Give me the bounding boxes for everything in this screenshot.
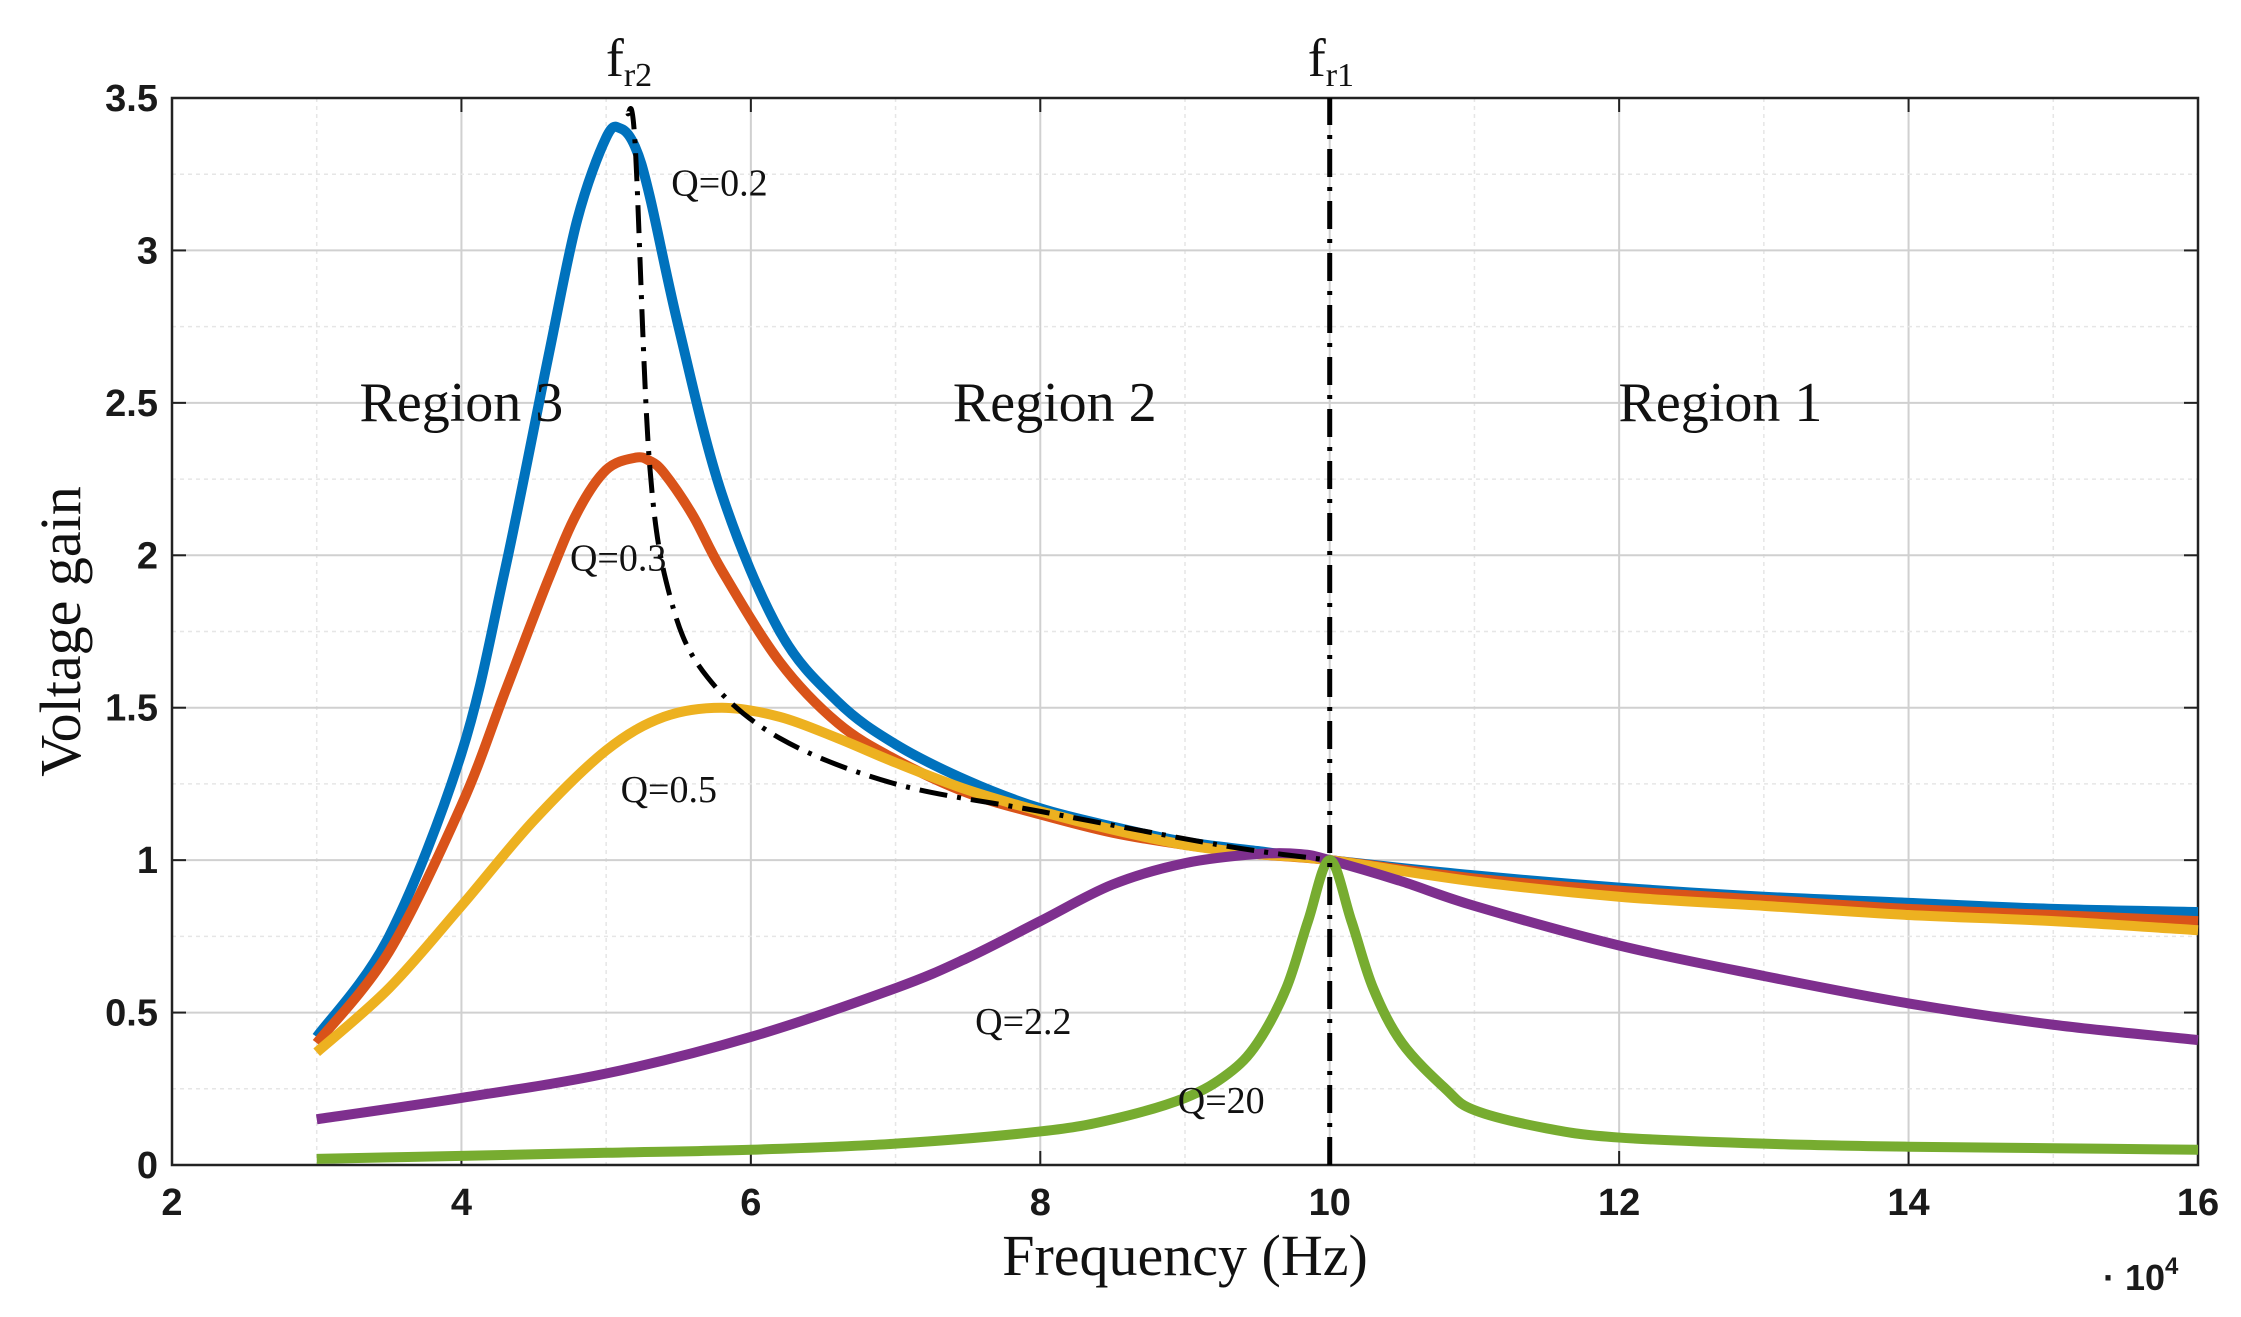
series-label-q-0-3: Q=0.3 bbox=[570, 538, 666, 580]
fr1-marker-subscript: r1 bbox=[1326, 57, 1354, 94]
series-line-q-20 bbox=[316, 855, 2199, 1164]
series-layer bbox=[312, 121, 2199, 1164]
series-label-q-20: Q=20 bbox=[1178, 1080, 1265, 1122]
x-tick-label: 14 bbox=[1887, 1182, 1929, 1224]
x-tick-label: 10 bbox=[1309, 1182, 1351, 1224]
x-tick-label: 4 bbox=[451, 1182, 472, 1224]
region-label-2: Region 2 bbox=[953, 372, 1157, 434]
peak-locus bbox=[625, 105, 1331, 863]
x-axis-title: Frequency (Hz) bbox=[1002, 1223, 1368, 1288]
fr2-marker-subscript: r2 bbox=[624, 57, 652, 94]
x-axis-multiplier-exponent: 4 bbox=[2165, 1253, 2179, 1280]
y-tick-label: 0 bbox=[137, 1145, 158, 1187]
y-tick-label: 0.5 bbox=[105, 993, 158, 1035]
y-tick-label: 2.5 bbox=[105, 383, 158, 425]
y-tick-label: 3 bbox=[137, 230, 158, 272]
x-tick-label: 2 bbox=[161, 1182, 182, 1224]
axis-ticks: 2 4 6 8 10 12 14 16 0 0.5 1 1.5 2 2.5 3 3.5 bbox=[105, 78, 2219, 1224]
series-label-q-2-2: Q=2.2 bbox=[975, 1001, 1071, 1043]
x-axis-multiplier-base: · 10 bbox=[2103, 1257, 2165, 1298]
fr2-marker-label: fr2 bbox=[606, 28, 652, 94]
series-line-q-2-2 bbox=[315, 848, 2199, 1125]
y-tick-label: 3.5 bbox=[105, 78, 158, 120]
plot-area-frame bbox=[170, 96, 2200, 1167]
x-axis-multiplier: · 104 bbox=[2103, 1253, 2179, 1298]
series-line-q-0-5 bbox=[313, 702, 2199, 1056]
series-label-q-0-2: Q=0.2 bbox=[671, 163, 767, 205]
reference-lines bbox=[625, 98, 1333, 1165]
y-axis-title: Voltage gain bbox=[28, 486, 93, 776]
x-tick-label: 12 bbox=[1598, 1182, 1640, 1224]
series-line-q-0-2 bbox=[312, 121, 2199, 1040]
series-label-q-0-5: Q=0.5 bbox=[621, 769, 717, 811]
y-tick-label: 2 bbox=[137, 535, 158, 577]
x-tick-label: 16 bbox=[2177, 1182, 2219, 1224]
fr1-marker-base: f bbox=[1308, 28, 1326, 88]
y-tick-label: 1 bbox=[137, 840, 158, 882]
region-label-1: Region 1 bbox=[1619, 372, 1823, 434]
fr1-marker-label: fr1 bbox=[1308, 28, 1354, 94]
fr2-marker-base: f bbox=[606, 28, 624, 88]
x-tick-label: 8 bbox=[1030, 1182, 1051, 1224]
y-tick-label: 1.5 bbox=[105, 688, 158, 730]
region-label-3: Region 3 bbox=[360, 372, 564, 434]
x-tick-label: 6 bbox=[740, 1182, 761, 1224]
